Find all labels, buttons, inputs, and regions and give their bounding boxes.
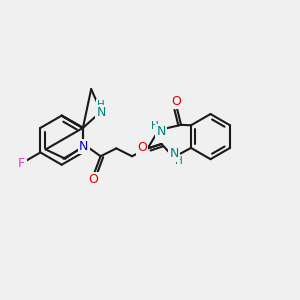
Text: F: F [18, 157, 25, 170]
Text: H: H [151, 121, 158, 131]
Text: N: N [169, 147, 179, 160]
Text: N: N [79, 140, 88, 153]
Text: H: H [97, 100, 105, 110]
Text: H: H [175, 156, 183, 166]
Text: O: O [137, 141, 147, 154]
Text: O: O [88, 173, 98, 186]
Text: O: O [171, 95, 181, 108]
Text: N: N [157, 125, 166, 138]
Text: N: N [97, 106, 106, 119]
